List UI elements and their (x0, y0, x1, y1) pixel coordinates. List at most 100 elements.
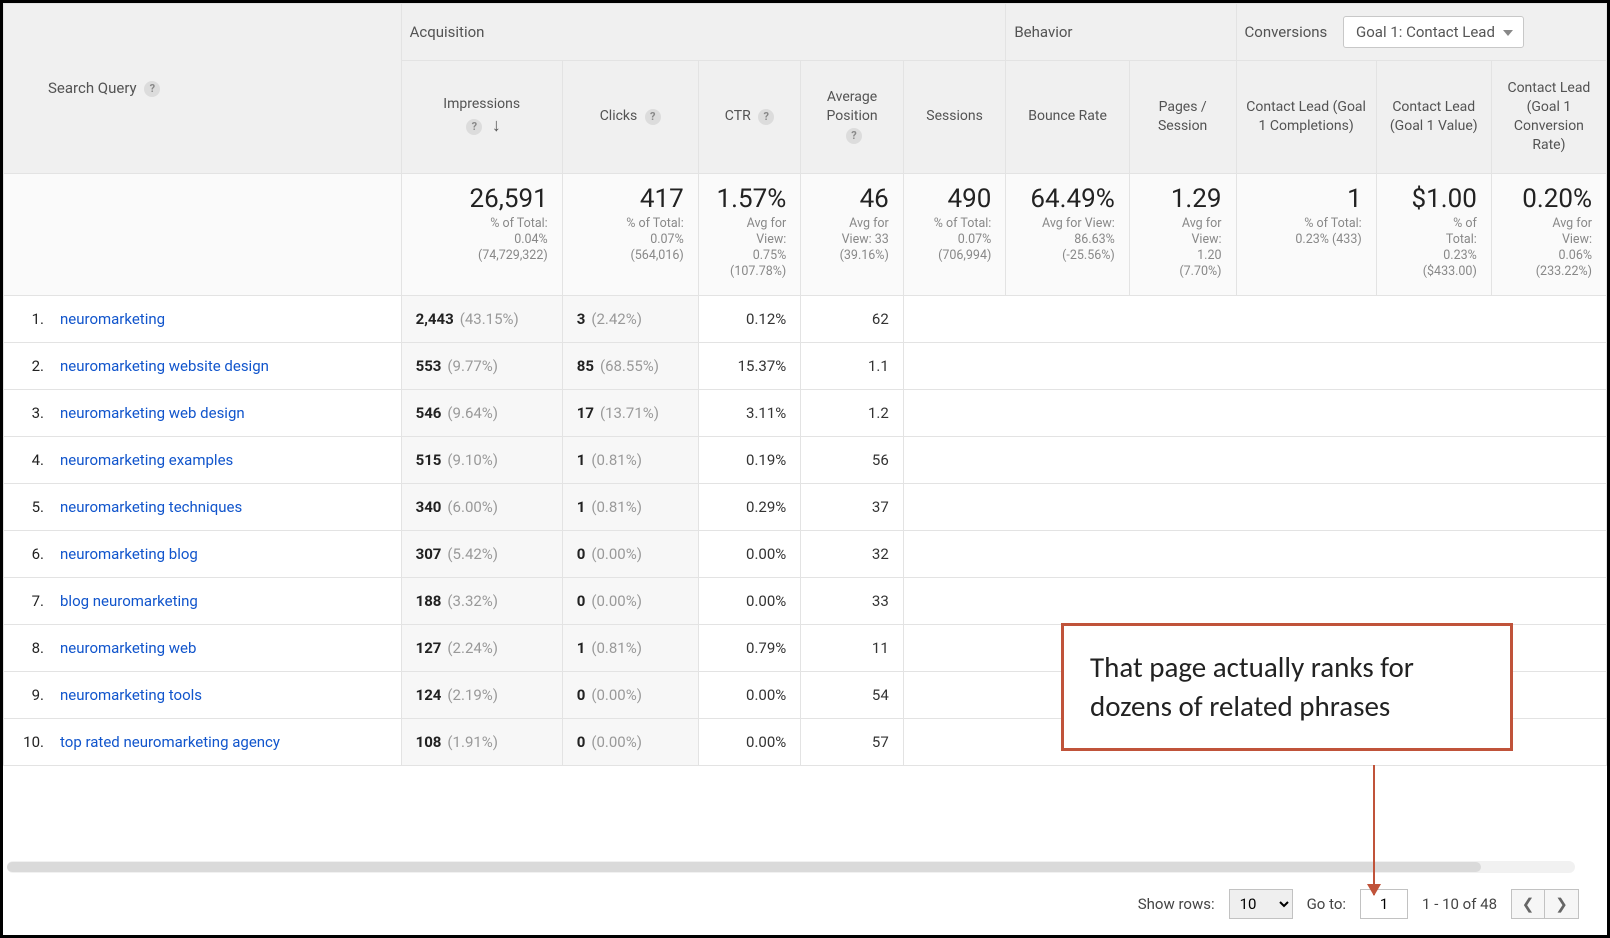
summary-sessions: 490% of Total:0.07%(706,994) (903, 173, 1006, 295)
help-icon[interactable]: ? (466, 119, 482, 135)
help-icon[interactable]: ? (144, 81, 160, 97)
cell-impressions: 188(3.32%) (401, 577, 562, 624)
cell-ctr: 0.12% (698, 295, 801, 342)
annotation-callout: That page actually ranks for dozens of r… (1061, 623, 1513, 751)
table-row[interactable]: 7. blog neuromarketing 188(3.32%)0(0.00%)0… (4, 577, 1607, 624)
cell-impressions: 2,443(43.15%) (401, 295, 562, 342)
help-icon[interactable]: ? (645, 109, 661, 125)
cell-impressions: 127(2.24%) (401, 624, 562, 671)
goto-label: Go to: (1307, 895, 1346, 913)
help-icon[interactable]: ? (758, 109, 774, 125)
cell-avg-position: 57 (801, 718, 904, 765)
summary-avg-position: 46Avg forView: 33(39.16%) (801, 173, 904, 295)
row-number: 10. (18, 733, 44, 751)
row-number: 9. (18, 686, 44, 704)
row-number: 5. (18, 498, 44, 516)
cell-avg-position: 32 (801, 530, 904, 577)
cell-impressions: 124(2.19%) (401, 671, 562, 718)
search-query-link[interactable]: blog neuromarketing (60, 592, 198, 610)
col-sessions[interactable]: Sessions (903, 61, 1006, 174)
summary-row: 26,591% of Total:0.04%(74,729,322) 417% … (4, 173, 1607, 295)
col-goal-rate[interactable]: Contact Lead (Goal 1 Conversion Rate) (1491, 61, 1606, 174)
cell-avg-position: 56 (801, 436, 904, 483)
group-conversions: Conversions Goal 1: Contact Lead (1236, 4, 1606, 61)
col-impressions[interactable]: Impressions ? ↓ (401, 61, 562, 174)
search-query-link[interactable]: neuromarketing blog (60, 545, 198, 563)
pagination-range: 1 - 10 of 48 (1422, 895, 1497, 913)
next-page-button[interactable]: ❯ (1545, 889, 1579, 919)
search-query-link[interactable]: neuromarketing tools (60, 686, 202, 704)
cell-clicks: 85(68.55%) (562, 342, 698, 389)
summary-pages-session: 1.29Avg forView:1.20(7.70%) (1129, 173, 1236, 295)
cell-avg-position: 11 (801, 624, 904, 671)
cell-impressions: 553(9.77%) (401, 342, 562, 389)
col-pages-session[interactable]: Pages / Session (1129, 61, 1236, 174)
cell-impressions: 108(1.91%) (401, 718, 562, 765)
cell-ctr: 0.00% (698, 718, 801, 765)
summary-goal-completions: 1% of Total:0.23% (433) (1236, 173, 1376, 295)
table-row[interactable]: 6. neuromarketing blog 307(5.42%)0(0.00%)0… (4, 530, 1607, 577)
help-icon[interactable]: ? (846, 128, 862, 144)
cell-clicks: 1(0.81%) (562, 436, 698, 483)
cell-impressions: 515(9.10%) (401, 436, 562, 483)
row-number: 2. (18, 357, 44, 375)
cell-impressions: 307(5.42%) (401, 530, 562, 577)
search-query-label: Search Query (48, 79, 137, 97)
cell-clicks: 0(0.00%) (562, 577, 698, 624)
search-query-link[interactable]: neuromarketing (60, 310, 165, 328)
show-rows-label: Show rows: (1138, 895, 1215, 913)
cell-clicks: 1(0.81%) (562, 483, 698, 530)
table-row[interactable]: 5.neuromarketing techniques340(6.00%)1(0… (4, 483, 1607, 530)
row-number: 6. (18, 545, 44, 563)
search-query-link[interactable]: neuromarketing web (60, 639, 196, 657)
col-goal-completions[interactable]: Contact Lead (Goal 1 Completions) (1236, 61, 1376, 174)
summary-goal-rate: 0.20%Avg forView:0.06%(233.22%) (1491, 173, 1606, 295)
cell-clicks: 1(0.81%) (562, 624, 698, 671)
summary-clicks: 417% of Total:0.07%(564,016) (562, 173, 698, 295)
col-goal-value[interactable]: Contact Lead (Goal 1 Value) (1376, 61, 1491, 174)
cell-avg-position: 54 (801, 671, 904, 718)
col-ctr[interactable]: CTR ? (698, 61, 801, 174)
group-behavior: Behavior (1006, 4, 1236, 61)
arrow-down-icon: ↓ (492, 115, 501, 136)
table-row[interactable]: 4. neuromarketing examples 515(9.10%)1(0.8… (4, 436, 1607, 483)
cell-avg-position: 1.2 (801, 389, 904, 436)
scrollbar-thumb[interactable] (7, 862, 1481, 872)
cell-ctr: 0.79% (698, 624, 801, 671)
summary-bounce-rate: 64.49%Avg for View:86.63%(-25.56%) (1006, 173, 1129, 295)
annotation-arrow (1373, 765, 1375, 895)
table-row[interactable]: 3.neuromarketing web design546(9.64%)17(… (4, 389, 1607, 436)
search-query-link[interactable]: top rated neuromarketing agency (60, 733, 280, 751)
col-bounce-rate[interactable]: Bounce Rate (1006, 61, 1129, 174)
search-query-link[interactable]: neuromarketing web design (60, 404, 245, 422)
group-acquisition: Acquisition (401, 4, 1006, 61)
col-search-query[interactable]: Search Query ? (4, 4, 402, 174)
cell-ctr: 0.19% (698, 436, 801, 483)
col-avg-position[interactable]: Average Position? (801, 61, 904, 174)
analytics-table-wrap: Search Query ? Acquisition Behavior Conv… (3, 3, 1607, 935)
cell-ctr: 15.37% (698, 342, 801, 389)
summary-ctr: 1.57%Avg forView:0.75%(107.78%) (698, 173, 801, 295)
table-row[interactable]: 2. neuromarketing website design 553(9.77%… (4, 342, 1607, 389)
summary-goal-value: $1.00% ofTotal:0.23%($433.00) (1376, 173, 1491, 295)
horizontal-scrollbar[interactable] (7, 861, 1575, 873)
cell-clicks: 0(0.00%) (562, 718, 698, 765)
cell-clicks: 0(0.00%) (562, 530, 698, 577)
table-row[interactable]: 1. neuromarketing 2,443(43.15%)3(2.42%)0.1… (4, 295, 1607, 342)
row-number: 1. (18, 310, 44, 328)
search-query-link[interactable]: neuromarketing techniques (60, 498, 242, 516)
search-query-link[interactable]: neuromarketing website design (60, 357, 269, 375)
cell-ctr: 0.00% (698, 530, 801, 577)
prev-page-button[interactable]: ❮ (1511, 889, 1545, 919)
summary-impressions: 26,591% of Total:0.04%(74,729,322) (401, 173, 562, 295)
cell-ctr: 3.11% (698, 389, 801, 436)
row-number: 4. (18, 451, 44, 469)
search-query-link[interactable]: neuromarketing examples (60, 451, 233, 469)
row-number: 7. (18, 592, 44, 610)
row-number: 3. (18, 404, 44, 422)
cell-ctr: 0.00% (698, 577, 801, 624)
col-clicks[interactable]: Clicks ? (562, 61, 698, 174)
show-rows-select[interactable]: 10 (1229, 889, 1293, 919)
conversions-dropdown[interactable]: Goal 1: Contact Lead (1343, 16, 1524, 48)
cell-clicks: 3(2.42%) (562, 295, 698, 342)
